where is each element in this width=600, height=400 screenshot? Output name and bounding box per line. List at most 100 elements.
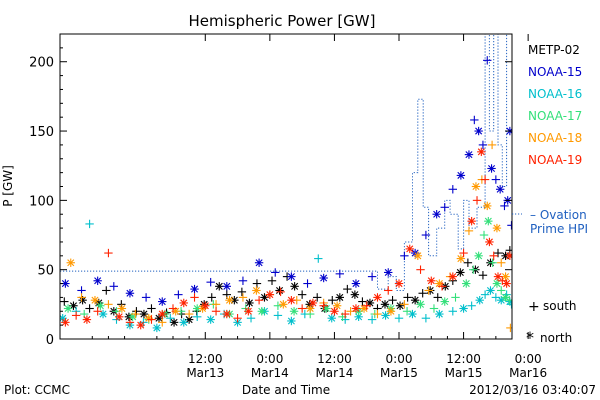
point-noaa-19-south bbox=[297, 304, 307, 313]
point-noaa-16-south bbox=[367, 315, 377, 324]
point-noaa-18-south bbox=[464, 226, 474, 236]
point-noaa-15-north bbox=[351, 279, 361, 288]
point-metp-02-south bbox=[297, 290, 307, 299]
point-metp-02-north bbox=[410, 295, 420, 305]
point-noaa-16-south bbox=[507, 300, 512, 309]
point-noaa-18-south bbox=[238, 293, 248, 302]
point-noaa-15-north bbox=[158, 297, 167, 306]
point-noaa-18-south bbox=[400, 300, 409, 309]
point-metp-02-south bbox=[493, 248, 503, 258]
point-noaa-15-south bbox=[470, 115, 479, 125]
point-noaa-15-south bbox=[303, 279, 312, 288]
point-noaa-19-south bbox=[211, 307, 221, 316]
point-noaa-16-south bbox=[448, 307, 458, 316]
point-noaa-15-north bbox=[456, 171, 466, 180]
point-noaa-16-north bbox=[408, 309, 417, 319]
point-metp-02-south bbox=[102, 286, 111, 295]
point-noaa-19-north bbox=[265, 290, 275, 299]
point-noaa-17-north bbox=[96, 301, 105, 310]
point-noaa-15-south bbox=[238, 276, 248, 285]
point-metp-02-north bbox=[290, 282, 299, 291]
point-noaa-16-north bbox=[152, 323, 162, 333]
point-metp-02-south bbox=[60, 297, 69, 306]
y-tick-label: 100 bbox=[29, 194, 54, 209]
point-noaa-18-north bbox=[471, 182, 481, 191]
point-noaa-19-north bbox=[467, 216, 476, 226]
point-metp-02-north bbox=[395, 301, 405, 310]
point-noaa-19-north bbox=[477, 147, 486, 157]
x-tick-label-time: 12:00 bbox=[446, 352, 481, 366]
point-noaa-19-north bbox=[448, 272, 458, 281]
point-noaa-19-north bbox=[351, 304, 361, 313]
point-noaa-18-north bbox=[66, 258, 75, 267]
point-metp-02-north bbox=[215, 282, 224, 291]
point-metp-02-south bbox=[207, 293, 216, 302]
legend-entry-noaa-19: NOAA-19 bbox=[528, 153, 582, 167]
point-metp-02-south bbox=[358, 297, 367, 306]
point-noaa-18-north bbox=[386, 307, 396, 316]
point-noaa-18-north bbox=[117, 304, 127, 313]
point-noaa-19-north bbox=[394, 279, 404, 288]
point-noaa-15-north bbox=[254, 258, 264, 267]
point-noaa-19-north bbox=[485, 237, 494, 247]
point-noaa-19-south bbox=[480, 175, 490, 184]
point-noaa-19-south bbox=[472, 196, 482, 205]
point-noaa-17-south bbox=[429, 304, 439, 313]
x-tick-label-date: Mar14 bbox=[315, 366, 353, 380]
ovation-label-line1: – Ovation bbox=[530, 208, 587, 222]
point-noaa-19-north bbox=[222, 309, 232, 319]
point-noaa-19-south bbox=[459, 248, 468, 258]
point-noaa-16-north bbox=[475, 295, 484, 305]
point-metp-02-north bbox=[260, 293, 269, 302]
point-metp-02-north bbox=[456, 268, 465, 277]
y-tick-label: 150 bbox=[29, 125, 54, 140]
point-noaa-16-north bbox=[206, 315, 215, 324]
x-tick-label-date: Mar15 bbox=[445, 366, 483, 380]
point-noaa-16-north bbox=[327, 314, 336, 323]
point-noaa-18-south bbox=[497, 258, 506, 267]
point-noaa-19-north bbox=[330, 307, 339, 316]
point-metp-02-south bbox=[85, 304, 94, 313]
point-noaa-19-south bbox=[104, 248, 113, 258]
point-noaa-15-north bbox=[474, 126, 483, 136]
point-noaa-15-south bbox=[174, 290, 183, 299]
marker-legend-south-symbol: + bbox=[528, 299, 540, 315]
point-noaa-19-north bbox=[373, 293, 382, 302]
legend-entry-noaa-15: NOAA-15 bbox=[528, 65, 582, 79]
point-noaa-16-south bbox=[193, 312, 202, 322]
point-metp-02-south bbox=[388, 295, 397, 305]
marker-legend-south-label: south bbox=[543, 299, 577, 313]
point-noaa-19-north bbox=[136, 320, 145, 330]
point-metp-02-south bbox=[237, 287, 247, 297]
point-noaa-19-north bbox=[405, 244, 414, 254]
chart-title: Hemispheric Power [GW] bbox=[189, 12, 376, 30]
ovation-label-line2: Prime HPI bbox=[530, 222, 588, 236]
point-noaa-19-south bbox=[437, 282, 447, 291]
point-noaa-18-north bbox=[413, 251, 423, 261]
point-noaa-19-south bbox=[147, 315, 156, 324]
point-noaa-15-south bbox=[271, 268, 280, 277]
point-noaa-16-north bbox=[497, 295, 506, 305]
point-noaa-19-south bbox=[276, 287, 285, 297]
point-noaa-17-south bbox=[479, 230, 489, 240]
point-noaa-18-north bbox=[483, 201, 492, 211]
point-noaa-17-north bbox=[492, 279, 502, 288]
point-noaa-16-south bbox=[480, 290, 490, 299]
point-noaa-17-south bbox=[497, 286, 506, 295]
footer-plot-credit: Plot: CCMC bbox=[4, 383, 70, 397]
point-noaa-19-south bbox=[254, 295, 264, 305]
point-noaa-18-north bbox=[456, 254, 466, 263]
point-noaa-19-north bbox=[82, 315, 92, 324]
point-noaa-19-south bbox=[125, 318, 135, 327]
point-noaa-17-north bbox=[474, 251, 483, 261]
point-noaa-18-south bbox=[104, 300, 113, 309]
point-noaa-19-south bbox=[498, 276, 507, 285]
point-noaa-18-south bbox=[424, 286, 433, 295]
point-noaa-19-south bbox=[362, 301, 371, 310]
point-noaa-16-south bbox=[166, 314, 175, 323]
point-noaa-19-north bbox=[427, 276, 436, 285]
point-noaa-15-south bbox=[507, 221, 512, 230]
footer-timestamp: 2012/03/16 03:40:07 bbox=[469, 383, 596, 397]
point-metp-02-north bbox=[78, 295, 87, 305]
